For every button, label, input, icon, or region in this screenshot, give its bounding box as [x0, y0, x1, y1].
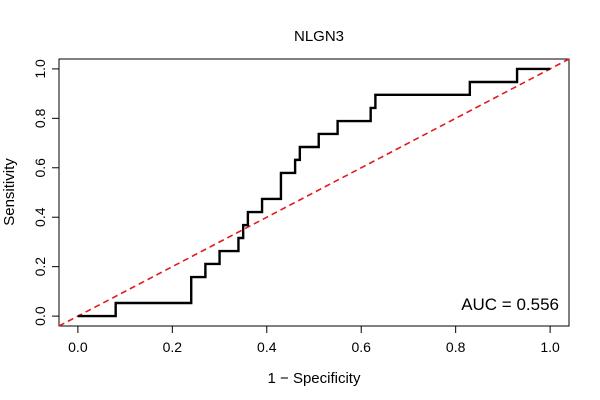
y-tick-label: 1.0 [32, 59, 48, 79]
y-tick-label: 0.4 [32, 207, 48, 227]
y-tick-label: 0.8 [32, 108, 48, 128]
chart-title: NLGN3 [294, 28, 344, 45]
y-axis: 0.0 0.2 0.4 0.6 0.8 1.0 [32, 59, 59, 326]
x-tick-label: 0.4 [257, 339, 277, 355]
series-layer [58, 58, 570, 327]
x-tick-label: 0.0 [68, 339, 88, 355]
x-tick-label: 1.0 [540, 339, 560, 355]
x-axis-label: 1 − Specificity [268, 370, 361, 387]
x-tick-label: 0.6 [351, 339, 371, 355]
reference-diagonal [58, 58, 570, 327]
y-tick-label: 0.0 [32, 306, 48, 326]
auc-annotation: AUC = 0.556 [461, 295, 559, 314]
y-tick-label: 0.6 [32, 158, 48, 178]
y-axis-label: Sensitivity [1, 158, 18, 226]
y-tick-label: 0.2 [32, 257, 48, 277]
x-axis: 0.0 0.2 0.4 0.6 0.8 1.0 [68, 326, 560, 355]
x-tick-label: 0.8 [446, 339, 466, 355]
x-tick-label: 0.2 [163, 339, 183, 355]
plot-frame [58, 58, 570, 327]
roc-curve [77, 67, 551, 318]
